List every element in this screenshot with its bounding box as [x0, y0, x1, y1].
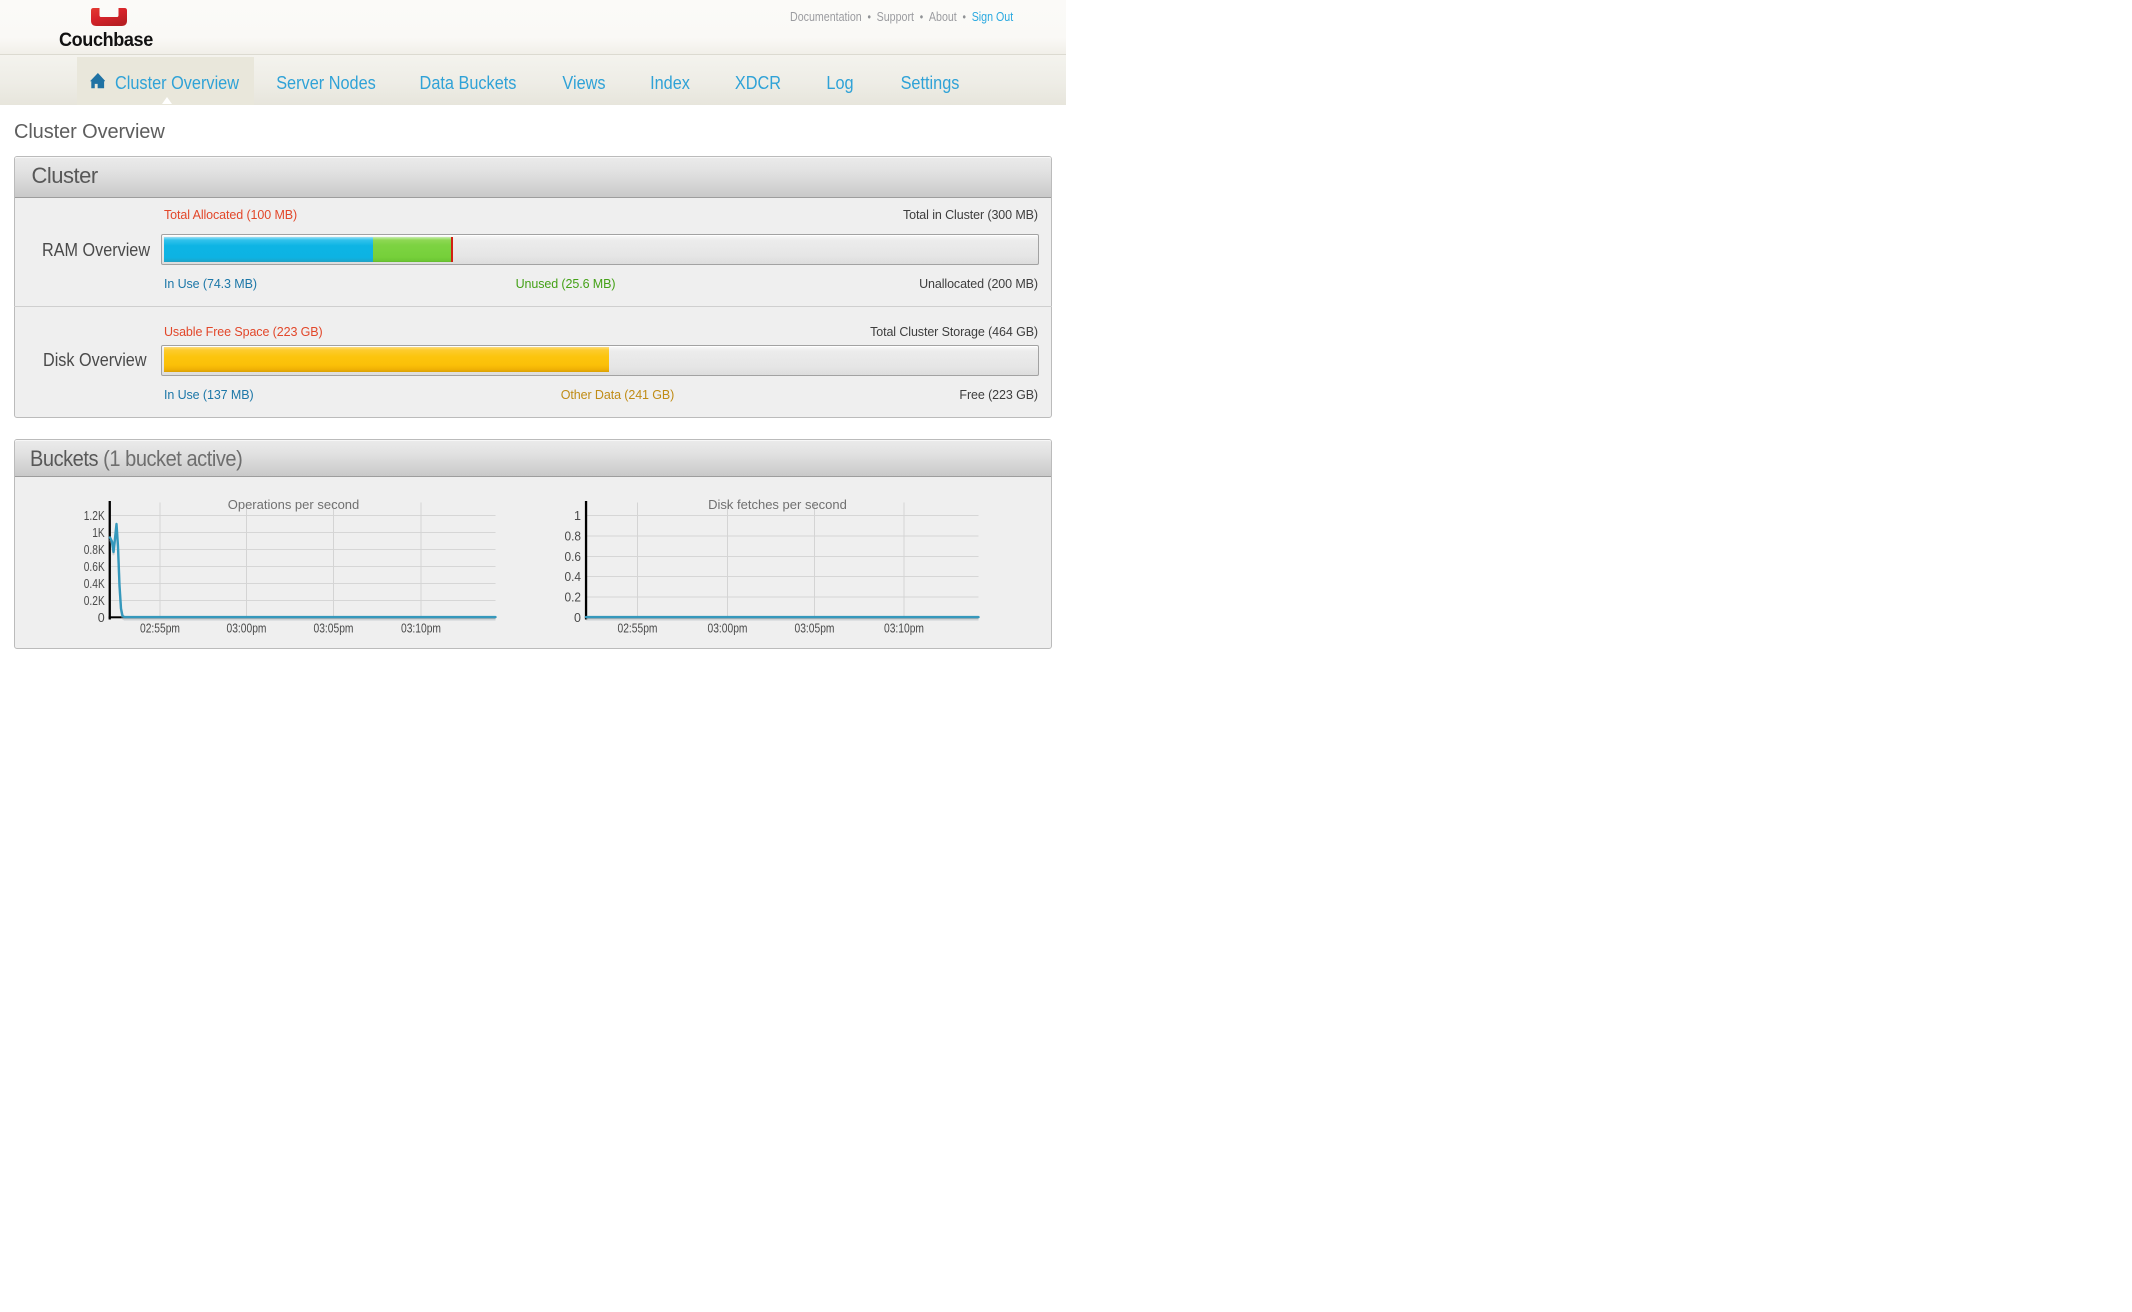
svg-text:1K: 1K — [92, 525, 105, 539]
svg-text:03:05pm: 03:05pm — [795, 621, 835, 635]
svg-text:1: 1 — [574, 508, 581, 522]
svg-text:0: 0 — [574, 610, 581, 624]
svg-text:03:00pm: 03:00pm — [227, 621, 267, 635]
svg-text:Operations per second: Operations per second — [228, 497, 360, 512]
svg-text:0.6K: 0.6K — [84, 559, 106, 573]
svg-text:03:10pm: 03:10pm — [401, 621, 441, 635]
svg-text:0.8K: 0.8K — [84, 542, 106, 556]
svg-text:0.4K: 0.4K — [84, 576, 106, 590]
svg-text:0: 0 — [98, 610, 105, 624]
svg-text:03:10pm: 03:10pm — [884, 621, 924, 635]
svg-text:1.2K: 1.2K — [84, 508, 106, 522]
svg-text:0.2: 0.2 — [565, 590, 582, 604]
svg-text:Disk fetches per second: Disk fetches per second — [708, 497, 847, 512]
svg-text:0.6: 0.6 — [565, 549, 582, 563]
svg-text:03:00pm: 03:00pm — [708, 621, 748, 635]
svg-text:0.8: 0.8 — [565, 529, 582, 543]
svg-text:02:55pm: 02:55pm — [618, 621, 658, 635]
svg-text:03:05pm: 03:05pm — [314, 621, 354, 635]
svg-text:0.4: 0.4 — [565, 569, 582, 583]
svg-text:02:55pm: 02:55pm — [140, 621, 180, 635]
svg-text:0.2K: 0.2K — [84, 593, 106, 607]
